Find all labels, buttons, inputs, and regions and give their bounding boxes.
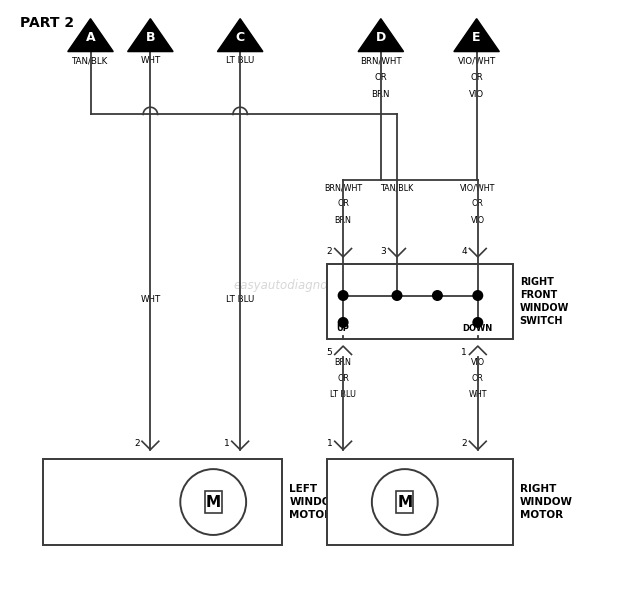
Circle shape: [392, 291, 402, 300]
Text: C: C: [235, 31, 245, 44]
Text: WHT: WHT: [468, 391, 487, 400]
Text: OR: OR: [337, 199, 349, 208]
Text: 2: 2: [462, 439, 467, 448]
Text: M: M: [206, 494, 221, 509]
Circle shape: [473, 317, 483, 327]
Bar: [205, 491, 222, 514]
Text: OR: OR: [472, 199, 484, 208]
Text: VIO: VIO: [471, 358, 485, 367]
Text: 1: 1: [326, 439, 332, 448]
Text: A: A: [86, 31, 95, 44]
Text: WHT: WHT: [140, 295, 161, 304]
Text: VIO/WHT: VIO/WHT: [457, 56, 496, 65]
Text: BRN/WHT: BRN/WHT: [360, 56, 402, 65]
Text: 1: 1: [461, 349, 467, 358]
Text: RIGHT
FRONT
WINDOW
SWITCH: RIGHT FRONT WINDOW SWITCH: [520, 277, 569, 326]
Text: 1: 1: [224, 439, 229, 448]
Text: LT BLU: LT BLU: [226, 295, 255, 304]
Text: 5: 5: [326, 349, 332, 358]
Text: VIO: VIO: [469, 90, 484, 99]
Text: TAN/BLK: TAN/BLK: [72, 56, 109, 65]
Text: VIO/WHT: VIO/WHT: [460, 183, 496, 192]
Text: OR: OR: [337, 374, 349, 383]
Text: BRN/WHT: BRN/WHT: [324, 183, 362, 192]
Text: OR: OR: [472, 374, 484, 383]
Polygon shape: [128, 19, 173, 52]
Text: BRN: BRN: [371, 90, 390, 99]
Text: BRN: BRN: [335, 358, 352, 367]
Text: WHT: WHT: [140, 56, 161, 65]
Text: LEFT
WINDOW
MOTOR: LEFT WINDOW MOTOR: [289, 484, 342, 520]
Circle shape: [433, 291, 442, 300]
Polygon shape: [218, 19, 263, 52]
Bar: [327, 458, 512, 545]
Text: DOWN: DOWN: [463, 323, 493, 332]
Text: 4: 4: [462, 247, 467, 256]
Text: TAN/BLK: TAN/BLK: [380, 183, 413, 192]
Text: UP: UP: [337, 323, 350, 332]
Text: E: E: [472, 31, 481, 44]
Bar: [327, 264, 512, 339]
Text: PART 2: PART 2: [20, 16, 75, 29]
Text: M: M: [397, 494, 412, 509]
Bar: [43, 458, 282, 545]
Text: D: D: [376, 31, 386, 44]
Text: OR: OR: [470, 73, 483, 82]
Text: RIGHT
WINDOW
MOTOR: RIGHT WINDOW MOTOR: [520, 484, 573, 520]
Text: 2: 2: [134, 439, 140, 448]
Polygon shape: [68, 19, 113, 52]
Text: 3: 3: [381, 247, 386, 256]
Text: 2: 2: [327, 247, 332, 256]
Circle shape: [338, 317, 348, 327]
Text: OR: OR: [375, 73, 387, 82]
Polygon shape: [358, 19, 404, 52]
Text: easyautodiagnostics.com: easyautodiagnostics.com: [234, 278, 384, 292]
Circle shape: [180, 469, 246, 535]
Text: VIO: VIO: [471, 215, 485, 224]
Text: LT BLU: LT BLU: [330, 391, 356, 400]
Circle shape: [473, 291, 483, 300]
Text: BRN: BRN: [335, 215, 352, 224]
Text: LT BLU: LT BLU: [226, 56, 255, 65]
Circle shape: [372, 469, 438, 535]
Polygon shape: [454, 19, 499, 52]
Text: B: B: [146, 31, 155, 44]
Bar: [396, 491, 413, 514]
Circle shape: [338, 291, 348, 300]
